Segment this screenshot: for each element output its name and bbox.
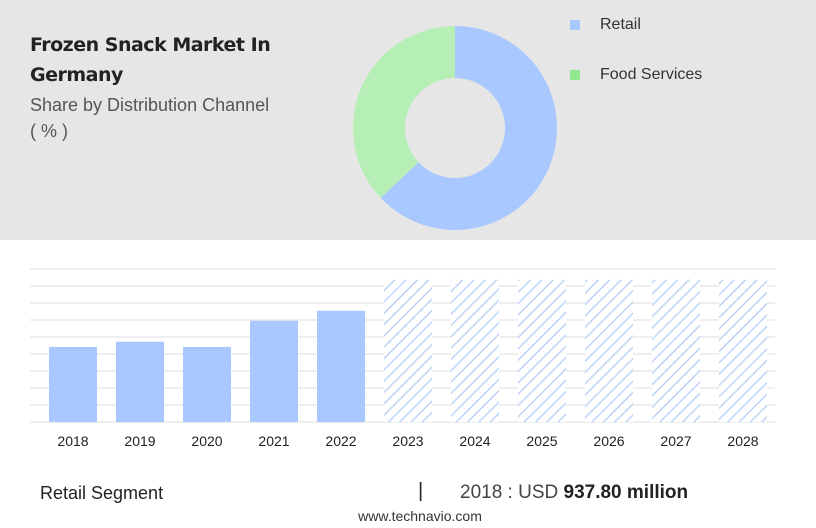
- donut-slice-food-services: [352, 26, 455, 198]
- x-tick-label-2020: 2020: [191, 433, 222, 449]
- bar-2028: [719, 279, 767, 422]
- bar-2024: [451, 279, 499, 422]
- x-tick-label-2022: 2022: [325, 433, 356, 449]
- bar-2023: [384, 279, 432, 422]
- bar-2022: [317, 310, 365, 422]
- x-tick-label-2021: 2021: [258, 433, 289, 449]
- x-tick-labels: 2018 2019 2020 2021 2022 2023 2024 2025 2026 2027…: [57, 433, 758, 449]
- bar-2019: [116, 341, 164, 422]
- legend-swatch-food-services: [570, 70, 580, 80]
- footer-value: 2018 : USD 937.80 million: [460, 482, 688, 504]
- subtitle-unit: ( % ): [30, 121, 68, 141]
- bar-2026: [585, 279, 633, 422]
- legend-label-retail: Retail: [600, 16, 641, 33]
- x-tick-label-2028: 2028: [727, 433, 758, 449]
- bar-2025: [518, 279, 566, 422]
- x-tick-label-2019: 2019: [124, 433, 155, 449]
- bar-chart: 2018 2019 2020 2021 2022 2023 2024 2025 2026 2027…: [30, 268, 775, 449]
- x-tick-label-2025: 2025: [526, 433, 557, 449]
- chart-subtitle: Share by Distribution Channel ( % ): [30, 92, 320, 144]
- subtitle-text: Share by Distribution Channel: [30, 95, 270, 115]
- footer-year-label: 2018 : USD: [460, 482, 559, 503]
- source-link[interactable]: www.technavio.com: [358, 508, 482, 524]
- x-tick-label-2018: 2018: [57, 433, 88, 449]
- donut-chart: [352, 26, 557, 230]
- bar-2020: [183, 346, 231, 422]
- x-tick-label-2023: 2023: [392, 433, 423, 449]
- x-tick-label-2024: 2024: [459, 433, 490, 449]
- bar-2021: [250, 320, 298, 422]
- footer-amount: 937.80 million: [563, 482, 689, 503]
- footer-divider: |: [418, 480, 424, 502]
- bar-2018: [49, 346, 97, 422]
- donut-slice-retail: [380, 26, 557, 230]
- chart-title: Frozen Snack Market In Germany: [30, 34, 271, 86]
- legend-label-food-services: Food Services: [600, 66, 703, 83]
- footer-segment-label: Retail Segment: [40, 483, 164, 503]
- legend-swatch-retail: [570, 20, 580, 30]
- x-tick-label-2026: 2026: [593, 433, 624, 449]
- bars: [49, 279, 767, 422]
- x-tick-label-2027: 2027: [660, 433, 691, 449]
- bar-2027: [652, 279, 700, 422]
